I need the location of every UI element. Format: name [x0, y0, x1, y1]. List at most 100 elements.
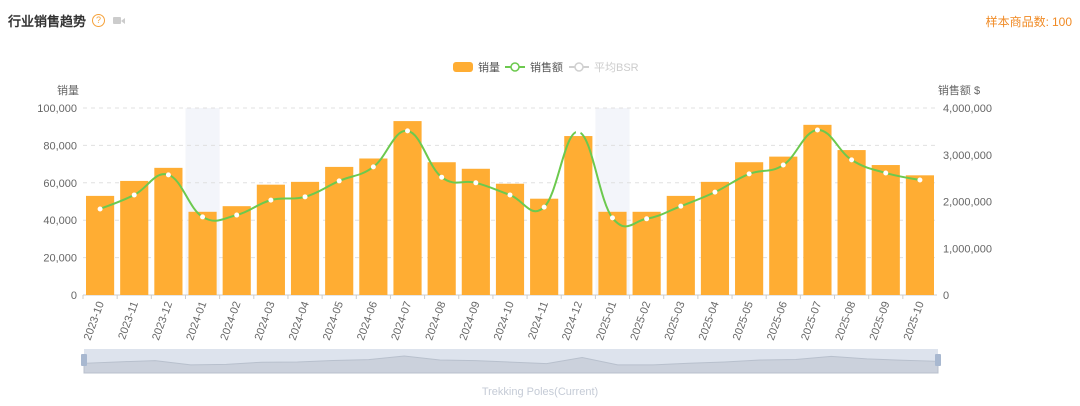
bar-2025-02[interactable] — [632, 211, 661, 295]
revenue-point-2023-12[interactable] — [165, 172, 171, 178]
x-tick-label: 2024-01 — [184, 300, 209, 342]
revenue-point-2025-05[interactable] — [746, 171, 752, 177]
x-tick-label: 2023-10 — [82, 300, 107, 342]
bar-2024-01[interactable] — [188, 211, 217, 295]
bar-2024-05[interactable] — [325, 166, 354, 295]
y-axis-label-left: 销量 — [57, 83, 79, 97]
revenue-point-2025-03[interactable] — [678, 203, 684, 209]
bar-2024-10[interactable] — [495, 183, 525, 295]
bar-2024-08[interactable] — [427, 162, 456, 295]
y-tick-left: 60,000 — [43, 178, 77, 190]
x-tick-label: 2024-09 — [458, 300, 483, 342]
bar-2023-10[interactable] — [86, 195, 115, 295]
bar-2025-04[interactable] — [700, 181, 730, 295]
revenue-point-2024-07[interactable] — [405, 128, 411, 134]
bar-2025-03[interactable] — [666, 195, 695, 295]
x-tick-label: 2024-07 — [389, 300, 414, 342]
datazoom-handle-left[interactable] — [81, 354, 87, 366]
revenue-point-2025-08[interactable] — [849, 157, 855, 163]
x-tick-label: 2025-10 — [902, 300, 927, 342]
revenue-point-2024-08[interactable] — [439, 174, 445, 180]
x-tick-label: 2025-02 — [628, 300, 653, 342]
revenue-point-2023-10[interactable] — [97, 206, 103, 212]
x-tick-label: 2023-12 — [150, 300, 175, 342]
legend-label-revenue: 销售额 — [530, 60, 563, 74]
legend-label-sales-volume: 销量 — [478, 60, 500, 74]
revenue-point-2025-04[interactable] — [712, 189, 718, 195]
sample-value: 100 — [1051, 15, 1072, 29]
bar-2025-07[interactable] — [803, 124, 832, 295]
revenue-point-2025-07[interactable] — [814, 127, 820, 133]
bar-2024-11[interactable] — [530, 198, 559, 295]
revenue-point-2024-06[interactable] — [370, 164, 376, 170]
x-tick-label: 2024-11 — [526, 300, 551, 341]
revenue-point-2025-09[interactable] — [883, 170, 889, 176]
x-tick-label: 2024-02 — [218, 300, 243, 342]
bar-2024-02[interactable] — [222, 206, 251, 295]
bar-2025-08[interactable] — [837, 150, 866, 295]
x-tick-label: 2025-04 — [697, 300, 722, 342]
legend-revenue-marker[interactable] — [510, 62, 520, 72]
revenue-point-2025-10[interactable] — [917, 177, 923, 183]
x-tick-label: 2025-09 — [867, 300, 892, 342]
video-icon[interactable] — [113, 17, 126, 24]
bar-2024-04[interactable] — [290, 181, 320, 295]
y-tick-right: 2,000,000 — [943, 197, 992, 209]
y-tick-right: 1,000,000 — [943, 243, 992, 255]
bar-2025-10[interactable] — [905, 175, 934, 295]
revenue-point-2024-12[interactable] — [575, 129, 581, 135]
y-tick-left: 40,000 — [43, 215, 77, 227]
bar-2023-12[interactable] — [154, 167, 183, 295]
x-tick-label: 2025-03 — [663, 300, 688, 342]
bar-2024-06[interactable] — [359, 158, 388, 295]
bar-2025-09[interactable] — [871, 165, 900, 295]
revenue-point-2024-10[interactable] — [507, 192, 513, 198]
legend-bar-swatch[interactable] — [453, 62, 473, 72]
x-tick-label: 2025-07 — [799, 300, 824, 342]
bar-2024-12[interactable] — [564, 136, 593, 295]
x-tick-label: 2023-11 — [116, 300, 141, 341]
help-icon[interactable]: ? — [92, 14, 106, 27]
sample-count: 样本商品数: 100 — [986, 13, 1072, 30]
x-tick-label: 2024-10 — [492, 300, 517, 342]
revenue-point-2025-06[interactable] — [780, 162, 786, 168]
revenue-point-2024-02[interactable] — [234, 212, 240, 218]
datazoom-label: Trekking Poles(Current) — [482, 386, 598, 398]
revenue-point-2024-05[interactable] — [336, 178, 342, 184]
revenue-point-2025-02[interactable] — [644, 216, 650, 222]
y-tick-left: 100,000 — [37, 103, 77, 115]
bar-2023-11[interactable] — [120, 180, 149, 295]
legend-label-bsr: 平均BSR — [594, 61, 639, 74]
x-tick-label: 2024-08 — [423, 300, 448, 342]
y-tick-left: 80,000 — [43, 140, 77, 152]
revenue-point-2025-01[interactable] — [609, 215, 615, 221]
legend-bsr-marker[interactable] — [574, 62, 584, 72]
x-tick-label: 2024-03 — [253, 300, 278, 342]
bar-2024-07[interactable] — [393, 121, 422, 295]
y-tick-right: 4,000,000 — [943, 103, 992, 115]
revenue-point-2024-04[interactable] — [302, 194, 308, 200]
panel-title: 行业销售趋势 — [8, 14, 87, 29]
y-tick-left: 0 — [71, 290, 77, 302]
revenue-point-2024-11[interactable] — [541, 204, 547, 210]
x-tick-label: 2024-12 — [560, 300, 585, 342]
panel-header: 行业销售趋势 ? — [8, 11, 126, 30]
x-tick-label: 2025-08 — [833, 300, 858, 342]
bar-2025-05[interactable] — [735, 162, 764, 295]
revenue-point-2024-09[interactable] — [473, 180, 479, 186]
x-tick-label: 2024-04 — [287, 300, 312, 342]
datazoom-handle-right[interactable] — [935, 354, 941, 366]
y-tick-right: 0 — [943, 290, 949, 302]
revenue-point-2024-01[interactable] — [200, 214, 206, 220]
y-tick-right: 3,000,000 — [943, 150, 992, 162]
bar-2025-06[interactable] — [769, 156, 798, 295]
x-tick-label: 2025-06 — [765, 300, 790, 342]
revenue-point-2024-03[interactable] — [268, 197, 274, 203]
revenue-point-2023-11[interactable] — [131, 192, 137, 198]
x-tick-label: 2025-05 — [731, 300, 756, 342]
bar-2025-01[interactable] — [598, 211, 627, 295]
datazoom-preview — [83, 355, 939, 374]
bar-2024-09[interactable] — [461, 168, 490, 295]
